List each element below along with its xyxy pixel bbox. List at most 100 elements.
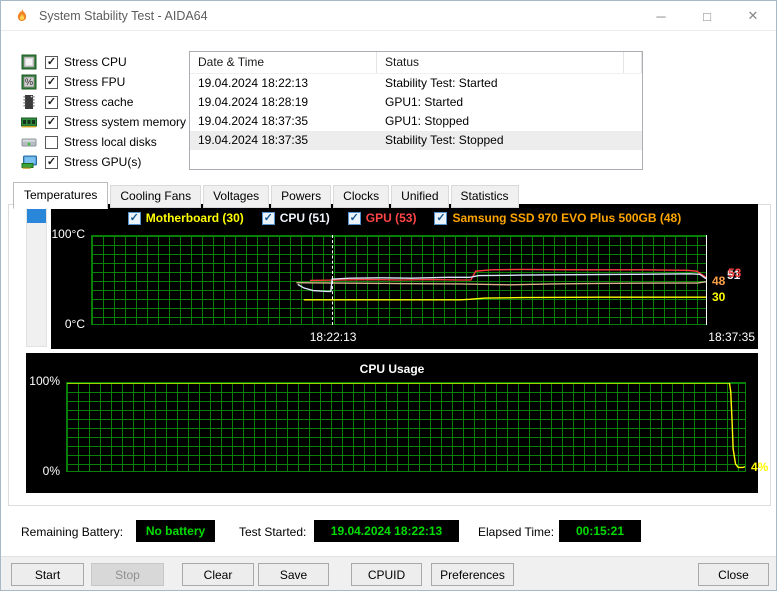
log-cell-status: Stability Test: Started bbox=[385, 76, 498, 90]
stress-option-label: Stress CPU bbox=[64, 55, 127, 69]
checkbox[interactable] bbox=[45, 115, 58, 129]
stress-option-memory[interactable]: Stress system memory bbox=[21, 112, 186, 132]
stress-option-label: Stress system memory bbox=[64, 115, 187, 129]
temperatures-current-value-label: 53 bbox=[728, 266, 742, 281]
cpu-usage-y-axis-label: 100% bbox=[29, 374, 60, 388]
preferences-button[interactable]: Preferences bbox=[431, 563, 514, 586]
tab-cooling-fans[interactable]: Cooling Fans bbox=[110, 185, 202, 208]
elapsed-time-label: Elapsed Time: bbox=[478, 525, 555, 539]
disk-icon bbox=[21, 134, 38, 150]
gpu-icon bbox=[21, 154, 38, 170]
checkbox[interactable] bbox=[45, 55, 58, 69]
log-cell-time: 19.04.2024 18:37:35 bbox=[198, 114, 309, 128]
temperatures-plot bbox=[91, 235, 707, 325]
checkbox-checked-icon[interactable] bbox=[434, 211, 448, 225]
start-button[interactable]: Start bbox=[11, 563, 84, 586]
legend-item[interactable]: GPU (53) bbox=[347, 211, 417, 225]
log-cell-status: GPU1: Started bbox=[385, 95, 464, 109]
column-header-status[interactable]: Status bbox=[377, 52, 624, 73]
tab-powers[interactable]: Powers bbox=[271, 185, 332, 208]
button-bar: Start Stop Clear Save CPUID Preferences … bbox=[1, 556, 776, 590]
series-GPU bbox=[309, 268, 706, 282]
column-header-datetime[interactable]: Date & Time bbox=[190, 52, 377, 73]
svg-text:%: % bbox=[25, 77, 33, 87]
time-cursor-dashed-line bbox=[332, 235, 334, 325]
temperatures-y-axis-label: 100°C bbox=[51, 227, 86, 241]
log-cell-time: 19.04.2024 18:37:35 bbox=[198, 133, 309, 147]
window-title: System Stability Test - AIDA64 bbox=[39, 9, 208, 23]
checkbox-checked-icon[interactable] bbox=[127, 211, 141, 225]
clear-button[interactable]: Clear bbox=[182, 563, 254, 586]
scrollbar-thumb[interactable] bbox=[27, 207, 46, 223]
temperatures-current-value-label: 51 bbox=[727, 267, 741, 282]
close-window-button[interactable]: ✕ bbox=[730, 1, 776, 31]
save-button[interactable]: Save bbox=[258, 563, 329, 586]
stress-option-label: Stress local disks bbox=[64, 135, 157, 149]
tab-statistics[interactable]: Statistics bbox=[450, 185, 519, 208]
stress-option-cpu[interactable]: Stress CPU bbox=[21, 52, 186, 72]
tab-clocks[interactable]: Clocks bbox=[333, 185, 390, 208]
cpuid-button[interactable]: CPUID bbox=[351, 563, 422, 586]
log-cell-status: GPU1: Stopped bbox=[385, 114, 470, 128]
stress-option-disks[interactable]: Stress local disks bbox=[21, 132, 186, 152]
legend-label: GPU (53) bbox=[365, 211, 417, 225]
event-log-table: Date & Time Status 19.04.2024 18:22:13 S… bbox=[189, 51, 643, 170]
elapsed-time-value: 00:15:21 bbox=[559, 520, 641, 542]
test-started-value: 19.04.2024 18:22:13 bbox=[314, 520, 459, 542]
temperatures-x-tick-label: 18:37:35 bbox=[708, 330, 755, 344]
log-cell-time: 19.04.2024 18:22:13 bbox=[198, 76, 309, 90]
chart-end-line bbox=[706, 235, 707, 325]
log-row[interactable]: 19.04.2024 18:28:19 GPU1: Started bbox=[190, 93, 642, 112]
maximize-button[interactable]: □ bbox=[684, 1, 730, 31]
stress-option-label: Stress FPU bbox=[64, 75, 126, 89]
legend-item[interactable]: CPU (51) bbox=[261, 211, 330, 225]
tab-voltages[interactable]: Voltages bbox=[203, 185, 270, 208]
checkbox[interactable] bbox=[45, 155, 58, 169]
checkbox-checked-icon[interactable] bbox=[261, 211, 275, 225]
legend-label: CPU (51) bbox=[279, 211, 330, 225]
stress-option-gpu[interactable]: Stress GPU(s) bbox=[21, 152, 186, 172]
cpu-usage-title: CPU Usage bbox=[359, 362, 425, 376]
stress-options: Stress CPU % Stress FPU Stress cache Str… bbox=[21, 52, 186, 172]
chart-tabs: Temperatures Cooling Fans Voltages Power… bbox=[13, 182, 521, 209]
legend-label: Motherboard (30) bbox=[145, 211, 244, 225]
legend-label: Samsung SSD 970 EVO Plus 500GB (48) bbox=[452, 211, 682, 225]
temperatures-current-value-label: 48 bbox=[712, 273, 726, 288]
memory-icon bbox=[21, 114, 38, 130]
cache-icon bbox=[21, 94, 38, 110]
temperatures-y-axis-label: 0°C bbox=[64, 317, 85, 331]
flame-app-icon bbox=[14, 8, 30, 24]
checkbox[interactable] bbox=[45, 135, 58, 149]
series-Motherboard bbox=[303, 296, 706, 301]
remaining-battery-value: No battery bbox=[136, 520, 215, 542]
log-row[interactable]: 19.04.2024 18:37:35 Stability Test: Stop… bbox=[190, 131, 642, 150]
log-row[interactable]: 19.04.2024 18:22:13 Stability Test: Star… bbox=[190, 74, 642, 93]
log-cell-status: Stability Test: Stopped bbox=[385, 133, 504, 147]
tab-temperatures[interactable]: Temperatures bbox=[13, 182, 109, 209]
checkbox[interactable] bbox=[45, 95, 58, 109]
checkbox-checked-icon[interactable] bbox=[347, 211, 361, 225]
stress-option-cache[interactable]: Stress cache bbox=[21, 92, 186, 112]
chart-vertical-scrollbar[interactable] bbox=[26, 206, 47, 347]
cpu-usage-current-value-label: 4% bbox=[751, 459, 769, 474]
stress-option-label: Stress cache bbox=[64, 95, 134, 109]
close-button[interactable]: Close bbox=[698, 563, 769, 586]
checkbox[interactable] bbox=[45, 75, 58, 89]
log-row[interactable]: 19.04.2024 18:37:35 GPU1: Stopped bbox=[190, 112, 642, 131]
log-cell-time: 19.04.2024 18:28:19 bbox=[198, 95, 309, 109]
cpu-usage-plot bbox=[66, 382, 746, 472]
minimize-button[interactable]: ─ bbox=[638, 1, 684, 31]
series-CPU Usage bbox=[67, 383, 745, 469]
fpu-icon: % bbox=[21, 74, 38, 90]
cpu-icon bbox=[21, 54, 38, 70]
column-header-extra bbox=[624, 52, 642, 73]
tab-unified[interactable]: Unified bbox=[391, 185, 449, 208]
stress-option-fpu[interactable]: % Stress FPU bbox=[21, 72, 186, 92]
temperatures-x-tick-label: 18:22:13 bbox=[309, 330, 357, 344]
legend-item[interactable]: Motherboard (30) bbox=[127, 211, 244, 225]
legend-item[interactable]: Samsung SSD 970 EVO Plus 500GB (48) bbox=[434, 211, 681, 225]
temperatures-legend: Motherboard (30) CPU (51) GPU (53) Samsung … bbox=[51, 211, 758, 225]
test-started-label: Test Started: bbox=[239, 525, 307, 539]
series-CPU bbox=[297, 273, 706, 293]
